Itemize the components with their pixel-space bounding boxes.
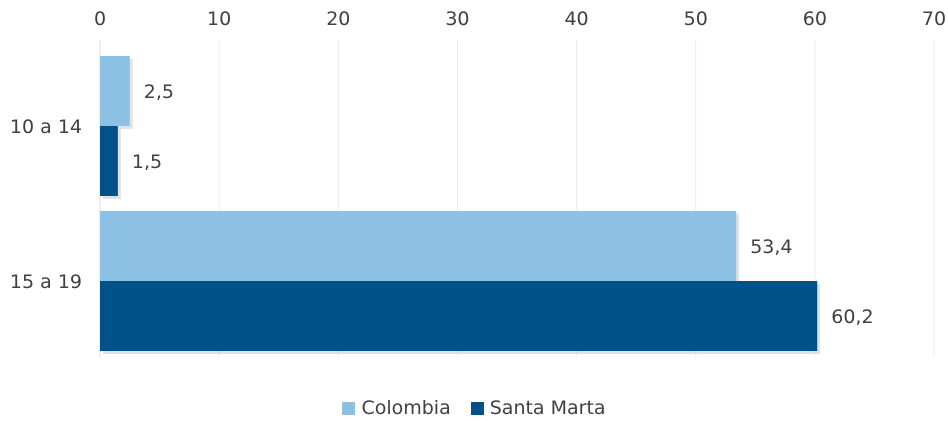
x-tick-label-0: 0: [94, 8, 106, 30]
x-axis-ticks: 0 10 20 30 40 50 60 70: [94, 8, 946, 30]
bars: [100, 56, 821, 354]
data-label-santa-marta-0: 1,5: [132, 151, 162, 173]
legend-swatch-santa-marta: [470, 401, 484, 415]
legend-label-santa-marta: Santa Marta: [489, 397, 606, 419]
legend-item-colombia: Colombia: [342, 397, 451, 419]
bar-colombia-1: [100, 211, 737, 281]
x-tick-label-10: 10: [207, 8, 231, 30]
data-labels: 2,5 1,5 53,4 60,2: [132, 81, 874, 328]
bar-santa-marta-1: [100, 281, 818, 351]
bar-chart: 0 10 20 30 40 50 60 70 2,5 1,5 53,4 60,2 10 a 14 15…: [10, 8, 946, 357]
legend-item-santa-marta: Santa Marta: [470, 397, 606, 419]
x-tick-label-70: 70: [922, 8, 946, 30]
legend: Colombia Santa Marta: [0, 397, 948, 419]
legend-label-colombia: Colombia: [361, 397, 451, 419]
x-tick-label-40: 40: [564, 8, 588, 30]
category-labels: 10 a 14 15 a 19: [10, 116, 82, 293]
bar-colombia-0: [100, 56, 130, 126]
category-label-0: 10 a 14: [10, 116, 82, 138]
data-label-colombia-1: 53,4: [750, 236, 792, 258]
x-tick-label-30: 30: [445, 8, 469, 30]
x-tick-label-50: 50: [684, 8, 708, 30]
x-tick-label-60: 60: [803, 8, 827, 30]
x-tick-label-20: 20: [326, 8, 350, 30]
data-label-colombia-0: 2,5: [144, 81, 174, 103]
data-label-santa-marta-1: 60,2: [831, 306, 873, 328]
legend-swatch-colombia: [342, 401, 356, 415]
gridlines: [99, 40, 935, 357]
bar-santa-marta-0: [100, 126, 118, 196]
category-label-1: 15 a 19: [10, 271, 82, 293]
